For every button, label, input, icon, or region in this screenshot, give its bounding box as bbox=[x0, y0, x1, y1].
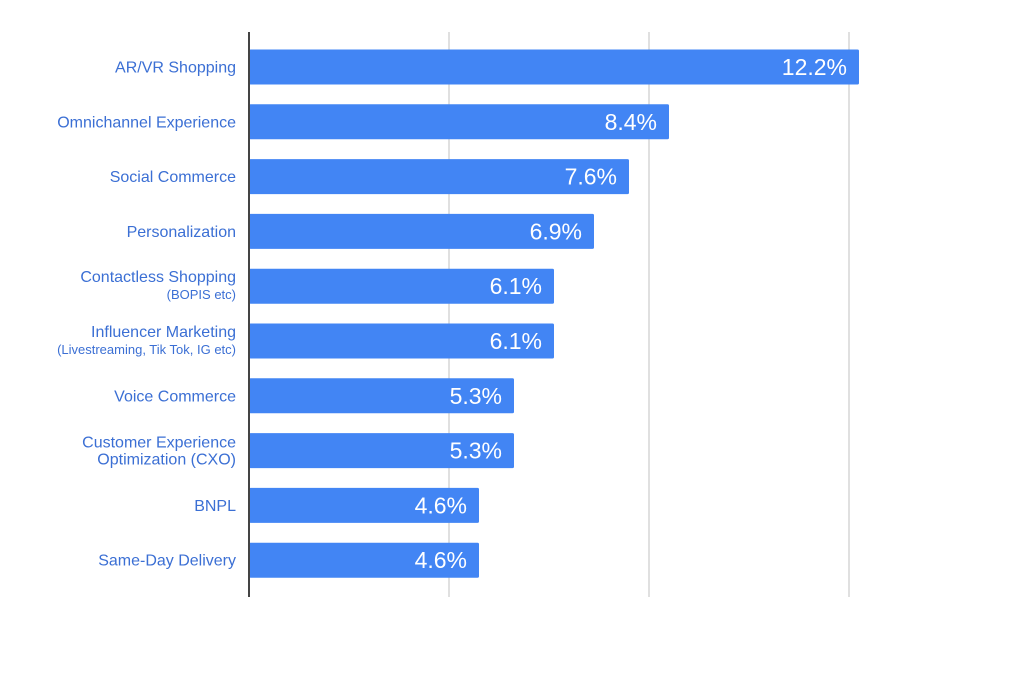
category-label: Voice Commerce bbox=[114, 388, 236, 405]
category-label: Optimization (CXO) bbox=[97, 452, 236, 469]
bar bbox=[249, 378, 514, 414]
category-label: Omnichannel Experience bbox=[57, 114, 236, 131]
bar-value-label: 5.3% bbox=[450, 438, 502, 464]
category-label: Same-Day Delivery bbox=[98, 553, 236, 570]
category-sublabel: (Livestreaming, Tik Tok, IG etc) bbox=[57, 342, 236, 357]
bar bbox=[249, 433, 514, 469]
category-label: Social Commerce bbox=[110, 169, 236, 186]
bar bbox=[249, 268, 554, 304]
bar bbox=[249, 213, 594, 249]
category-label: Personalization bbox=[127, 224, 236, 241]
category-label: Customer Experience bbox=[82, 435, 236, 452]
bar bbox=[249, 542, 479, 578]
bar bbox=[249, 487, 479, 523]
bar bbox=[249, 323, 554, 359]
category-label: BNPL bbox=[194, 498, 236, 515]
bar bbox=[249, 49, 859, 85]
bar-value-label: 6.1% bbox=[490, 328, 542, 354]
category-label: Contactless Shopping bbox=[80, 269, 236, 286]
bar-value-label: 6.1% bbox=[490, 273, 542, 299]
bar bbox=[249, 159, 629, 195]
category-label: Influencer Marketing bbox=[91, 324, 236, 341]
bar-value-label: 6.9% bbox=[530, 218, 582, 244]
bar-value-label: 4.6% bbox=[415, 492, 467, 518]
bar-layer: 12.2% 8.4% 7.6% 6.9% 6.1% 6.1% 5.3% 5.3% 4.6% 4.6… bbox=[249, 49, 859, 578]
category-label-layer: AR/VR Shopping Omnichannel Experience Soci… bbox=[57, 60, 236, 570]
bar-value-label: 5.3% bbox=[450, 383, 502, 409]
bar-value-label: 8.4% bbox=[605, 109, 657, 135]
bar-value-label: 4.6% bbox=[415, 547, 467, 573]
bar-value-label: 12.2% bbox=[782, 54, 847, 80]
category-label: AR/VR Shopping bbox=[115, 60, 236, 77]
category-sublabel: (BOPIS etc) bbox=[167, 287, 236, 302]
bar bbox=[249, 104, 669, 140]
bar-value-label: 7.6% bbox=[565, 164, 617, 190]
